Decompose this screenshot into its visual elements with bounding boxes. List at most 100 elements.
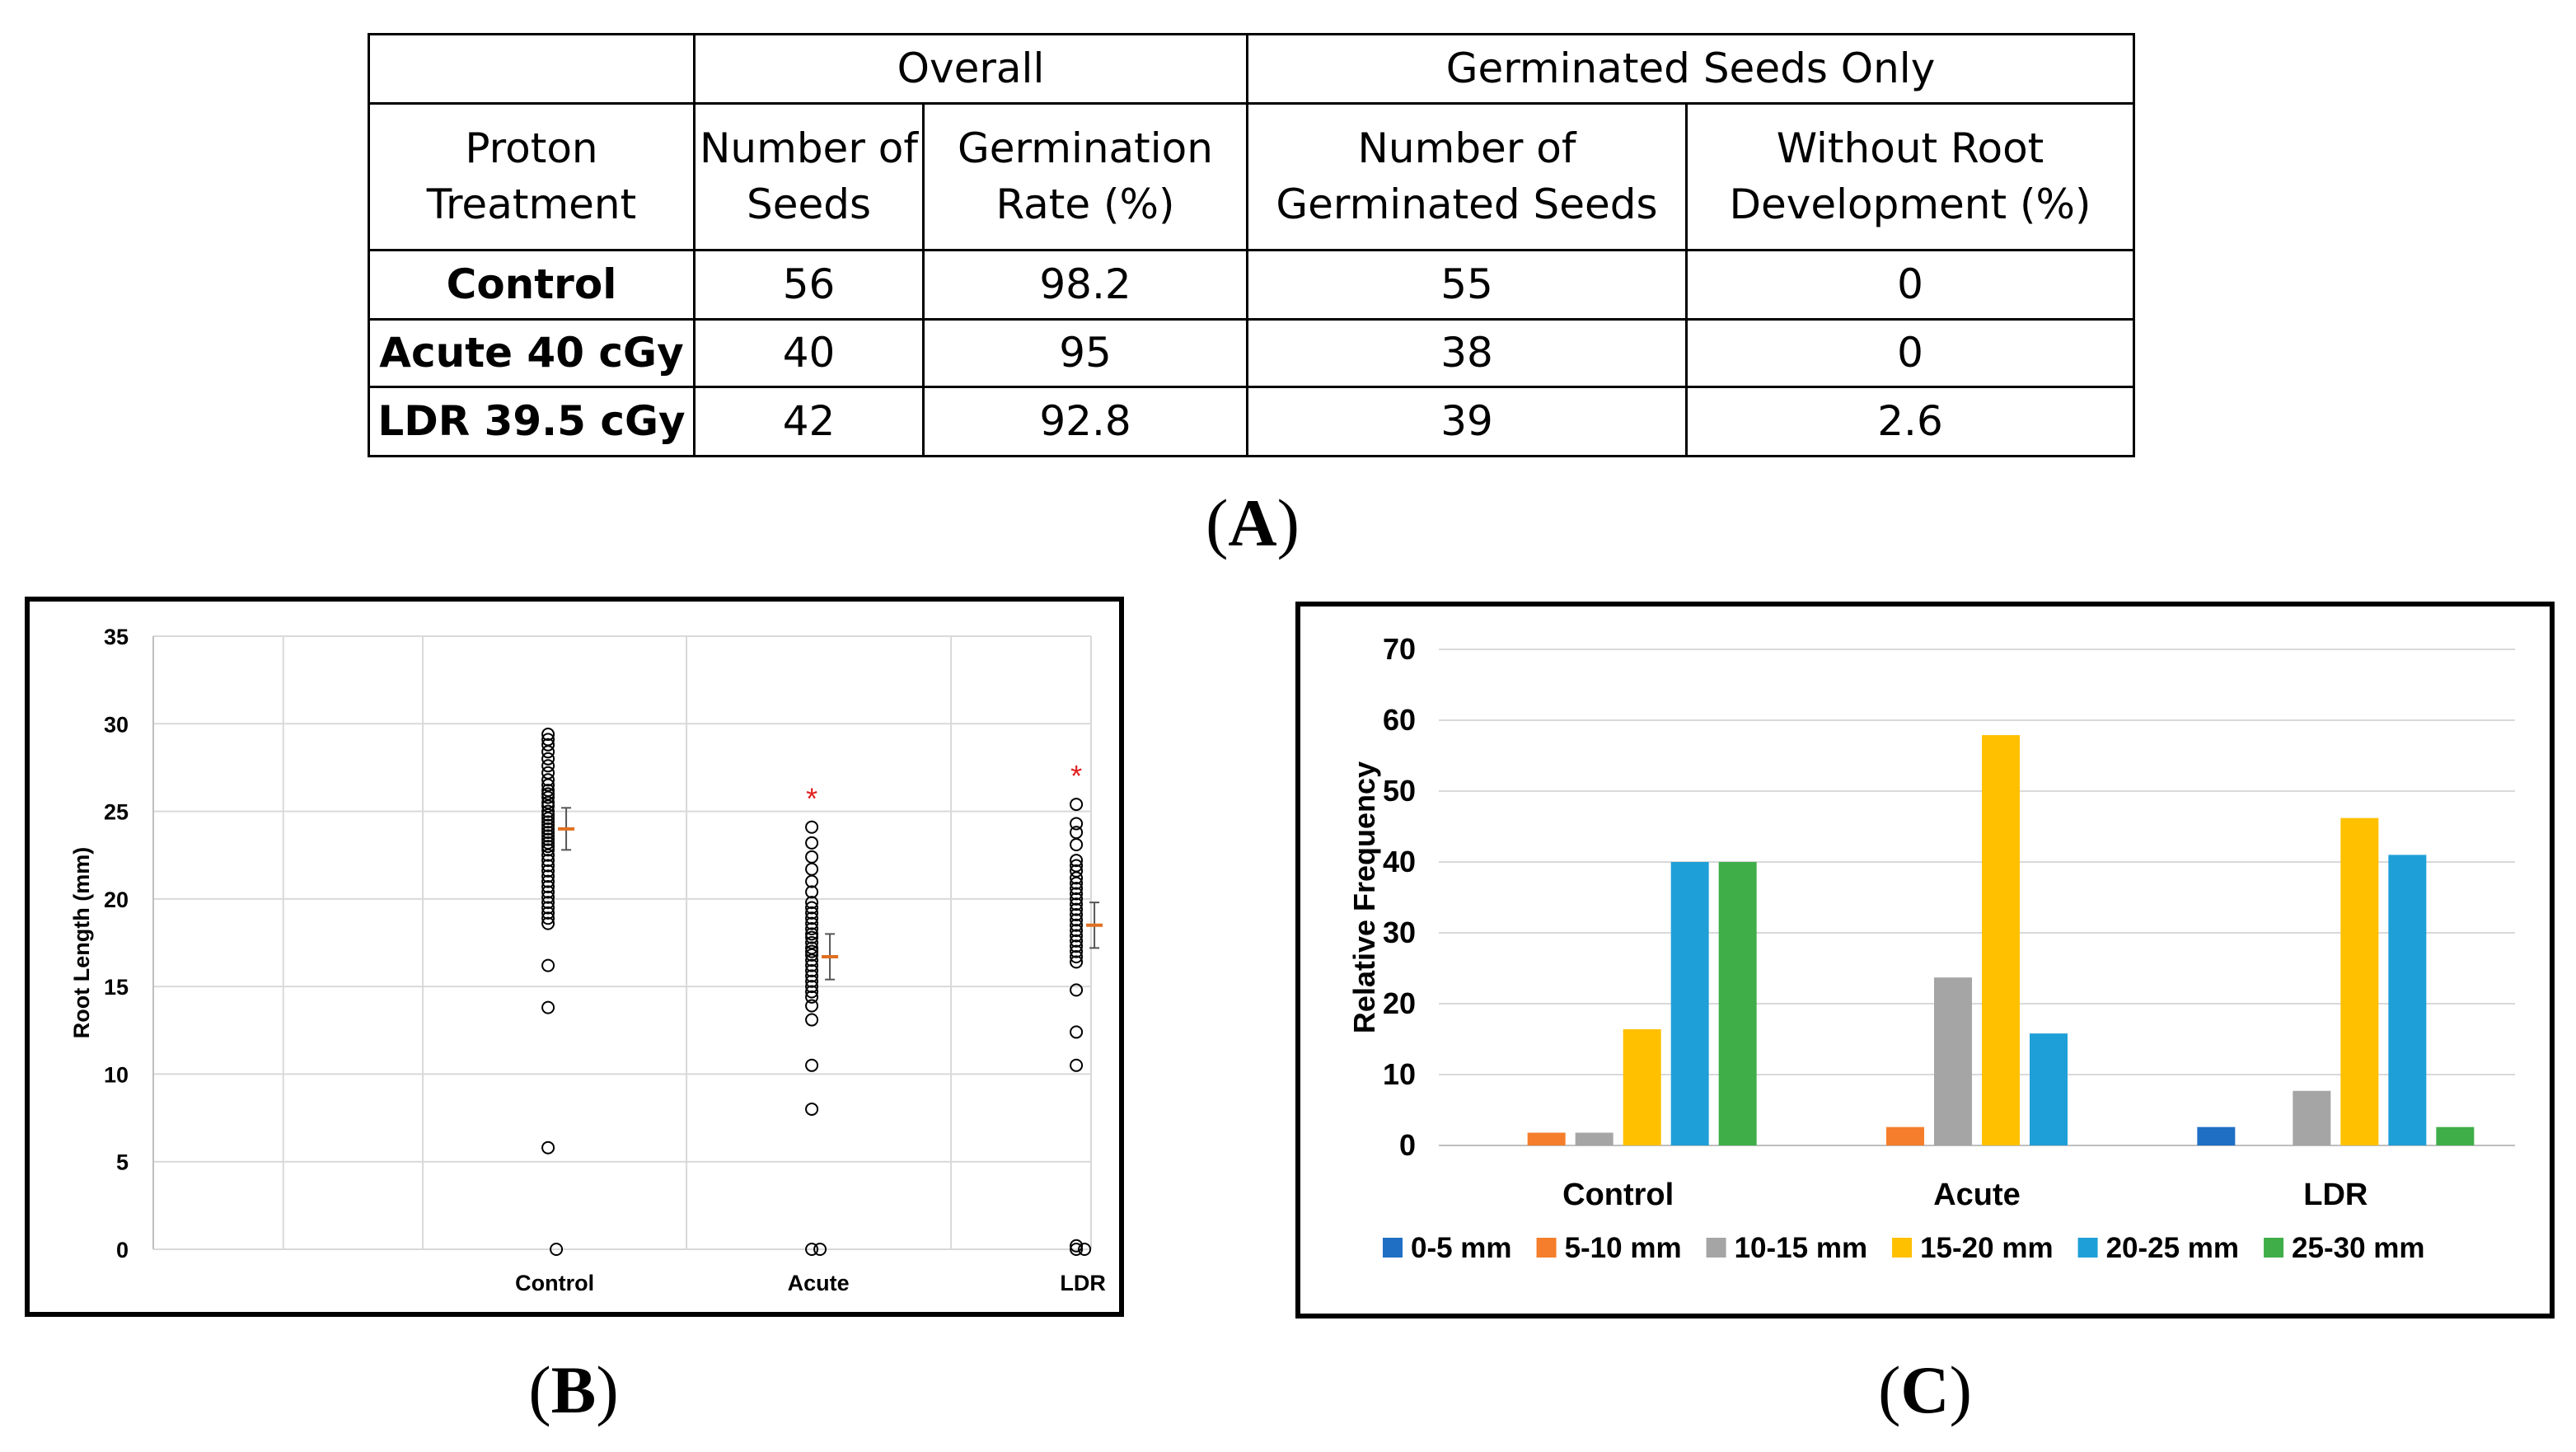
y-tick-label: 70 xyxy=(1383,632,1416,666)
data-point xyxy=(1070,934,1084,948)
data-point xyxy=(805,1058,819,1072)
data-point xyxy=(805,999,819,1013)
bar xyxy=(2340,817,2379,1145)
data-point xyxy=(1070,929,1084,943)
bar xyxy=(1623,1028,1661,1145)
row-germinated: 55 xyxy=(1246,249,1688,321)
panel-label-c: (C) xyxy=(1878,1352,1972,1427)
y-tick-label: 35 xyxy=(104,625,129,649)
data-point xyxy=(1070,1025,1084,1039)
data-point xyxy=(1078,1243,1092,1256)
data-point xyxy=(1070,882,1084,896)
data-point xyxy=(1070,902,1084,916)
y-tick-label: 0 xyxy=(116,1238,129,1262)
data-point xyxy=(541,896,555,910)
data-point xyxy=(805,964,819,978)
data-point xyxy=(805,974,819,988)
legend-swatch xyxy=(1892,1238,1913,1258)
row-treatment: LDR 39.5 cGy xyxy=(368,386,696,457)
bar xyxy=(1982,735,2020,1145)
y-tick-label: 10 xyxy=(1383,1057,1416,1091)
legend-swatch xyxy=(2077,1238,2098,1258)
y-tick-label: 30 xyxy=(1383,916,1416,949)
y-tick-label: 30 xyxy=(104,712,129,737)
data-point xyxy=(805,990,819,1004)
table-row: Acute 40 cGy 40 95 38 0 xyxy=(368,318,2135,388)
row-without-root: 0 xyxy=(1685,318,2135,388)
x-tick-label: Control xyxy=(515,1271,594,1295)
y-tick-label: 20 xyxy=(104,888,129,912)
panel-label-b: (B) xyxy=(528,1352,619,1427)
germination-table: Overall Germinated Seeds Only Proton Tre… xyxy=(368,33,2135,457)
column-header-treatment: Proton Treatment xyxy=(368,102,696,251)
data-point xyxy=(541,911,555,925)
x-tick-label: Acute xyxy=(788,1271,850,1295)
data-point xyxy=(541,854,555,868)
data-point xyxy=(541,901,555,915)
row-seeds: 40 xyxy=(693,318,925,388)
table-group-header-row: Overall Germinated Seeds Only xyxy=(368,33,2135,105)
panel-label-a: (A) xyxy=(1206,485,1300,560)
data-point xyxy=(541,815,555,829)
data-point xyxy=(805,1102,819,1116)
data-point xyxy=(1070,837,1084,851)
data-point xyxy=(805,1013,819,1027)
bar xyxy=(1670,862,1709,1145)
data-point xyxy=(541,832,555,846)
data-point xyxy=(805,850,819,864)
data-point xyxy=(1070,798,1084,812)
data-point xyxy=(550,1243,564,1256)
chart-c-frame: 0 10 20 30 40 50 60 70 Relative Frequency Control… xyxy=(1295,602,2555,1319)
data-point xyxy=(1070,1239,1084,1253)
data-point xyxy=(541,879,555,893)
bar xyxy=(1934,977,1972,1145)
data-point xyxy=(541,790,555,804)
y-tick-label: 5 xyxy=(116,1150,129,1175)
x-tick-label: LDR xyxy=(1060,1271,1106,1295)
row-rate: 92.8 xyxy=(922,386,1248,457)
y-axis-title: Root Length (mm) xyxy=(69,847,94,1038)
data-point xyxy=(805,944,819,958)
legend-swatch xyxy=(1536,1238,1557,1258)
bar xyxy=(2436,1126,2475,1145)
data-point xyxy=(1070,876,1084,890)
data-point xyxy=(541,848,555,862)
data-point xyxy=(1070,871,1084,885)
data-point xyxy=(541,859,555,873)
data-point xyxy=(1070,887,1084,901)
table-row: Control 56 98.2 55 0 xyxy=(368,249,2135,321)
legend-label: 20-25 mm xyxy=(2106,1232,2239,1264)
data-point xyxy=(805,980,819,994)
legend: 0-5 mm 5-10 mm 10-15 mm 15-20 mm 20-25 mm 25-… xyxy=(1383,1232,2425,1264)
data-point xyxy=(541,773,555,787)
data-point xyxy=(1070,944,1084,958)
data-point xyxy=(805,927,819,941)
legend-label: 15-20 mm xyxy=(1920,1232,2053,1264)
legend-swatch xyxy=(1383,1238,1403,1258)
data-point xyxy=(1070,918,1084,932)
data-point xyxy=(1070,1243,1084,1256)
legend-label: 25-30 mm xyxy=(2292,1232,2424,1264)
table-column-header-row: Proton Treatment Number of Seeds Germina… xyxy=(368,102,2135,251)
data-point xyxy=(541,738,555,752)
data-point xyxy=(805,885,819,899)
data-point xyxy=(1070,950,1084,964)
data-point xyxy=(805,958,819,972)
data-point xyxy=(805,930,819,944)
y-tick-label: 15 xyxy=(104,975,129,1000)
data-point xyxy=(541,759,555,773)
data-point xyxy=(805,911,819,925)
data-point xyxy=(541,890,555,904)
y-tick-label: 40 xyxy=(1383,845,1416,878)
column-header-germinated: Number of Germinated Seeds xyxy=(1246,102,1688,251)
data-point xyxy=(805,953,819,967)
data-point xyxy=(541,822,555,836)
data-point xyxy=(805,921,819,935)
data-point xyxy=(541,752,555,766)
row-without-root: 2.6 xyxy=(1685,386,2135,457)
bar xyxy=(2388,855,2427,1145)
bar xyxy=(2197,1126,2236,1145)
bar xyxy=(2293,1090,2331,1145)
column-header-seeds: Number of Seeds xyxy=(693,102,925,251)
data-point xyxy=(805,985,819,999)
